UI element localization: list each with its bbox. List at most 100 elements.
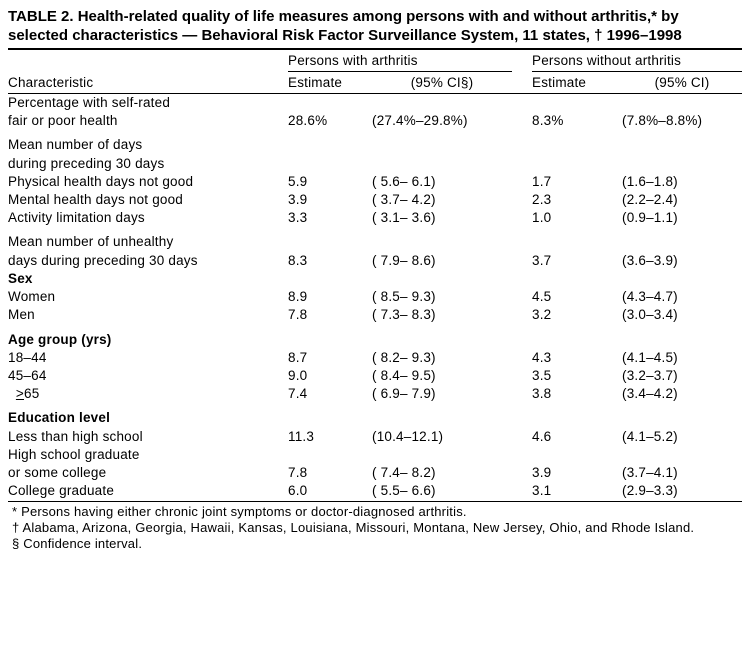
row-label: Men [8,306,288,324]
row-label: 45–64 [8,367,288,385]
table-row: Mean number of unhealthy [8,233,742,251]
cell-est: 3.1 [532,482,622,501]
cell-est: 7.8 [288,464,372,482]
row-label: during preceding 30 days [8,155,288,173]
cell-ci: (2.2–2.4) [622,191,742,209]
table-row: Education level [8,409,742,427]
col-estimate-without: Estimate [532,71,622,93]
cell-est: 3.7 [532,252,622,270]
cell-est: 3.5 [532,367,622,385]
table-row: Men 7.8 ( 7.3– 8.3) 3.2 (3.0–3.4) [8,306,742,324]
cell-est: 2.3 [532,191,622,209]
cell-est: 4.5 [532,288,622,306]
row-label: 18–44 [8,349,288,367]
table-row: Less than high school 11.3 (10.4–12.1) 4… [8,428,742,446]
row-label: High school graduate [8,446,288,464]
table-row: days during preceding 30 days 8.3 ( 7.9–… [8,252,742,270]
row-label: fair or poor health [8,112,288,130]
cell-est: 5.9 [288,173,372,191]
cell-est: 1.0 [532,209,622,227]
cell-ci: ( 7.9– 8.6) [372,252,512,270]
table-row: Mental health days not good 3.9 ( 3.7– 4… [8,191,742,209]
footnote: † Alabama, Arizona, Georgia, Hawaii, Kan… [8,520,741,536]
cell-ci: (10.4–12.1) [372,428,512,446]
table-row: fair or poor health 28.6% (27.4%–29.8%) … [8,112,742,130]
cell-ci: (2.9–3.3) [622,482,742,501]
table-row: Physical health days not good 5.9 ( 5.6–… [8,173,742,191]
table-title: TABLE 2. Health-related quality of life … [8,8,741,46]
cell-ci: ( 7.4– 8.2) [372,464,512,482]
row-label: days during preceding 30 days [8,252,288,270]
table-row: Percentage with self-rated [8,93,742,112]
row-label: Mental health days not good [8,191,288,209]
table-row: Activity limitation days 3.3 ( 3.1– 3.6)… [8,209,742,227]
cell-est: 9.0 [288,367,372,385]
cell-ci: (1.6–1.8) [622,173,742,191]
table-row: 18–44 8.7 ( 8.2– 9.3) 4.3 (4.1–4.5) [8,349,742,367]
cell-ci: (0.9–1.1) [622,209,742,227]
cell-ci: ( 3.7– 4.2) [372,191,512,209]
cell-ci: (3.0–3.4) [622,306,742,324]
row-label: College graduate [8,482,288,501]
cell-ci: ( 8.5– 9.3) [372,288,512,306]
cell-ci: ( 6.9– 7.9) [372,385,512,403]
cell-est: 3.9 [288,191,372,209]
cell-est: 3.2 [532,306,622,324]
cell-est: 8.9 [288,288,372,306]
footnote: * Persons having either chronic joint sy… [8,504,741,520]
cell-ci: (3.7–4.1) [622,464,742,482]
footnote: § Confidence interval. [8,536,741,552]
col-ci-with: (95% CI§) [372,71,512,93]
table-row: 45–64 9.0 ( 8.4– 9.5) 3.5 (3.2–3.7) [8,367,742,385]
cell-ci: (4.3–4.7) [622,288,742,306]
cell-est: 8.3 [288,252,372,270]
table-row: or some college 7.8 ( 7.4– 8.2) 3.9 (3.7… [8,464,742,482]
cell-ci: ( 8.2– 9.3) [372,349,512,367]
col-characteristic: Characteristic [8,71,288,93]
cell-ci: (3.2–3.7) [622,367,742,385]
cell-ci: (27.4%–29.8%) [372,112,512,130]
row-label: or some college [8,464,288,482]
cell-est: 4.6 [532,428,622,446]
row-label: Sex [8,270,288,288]
table-row: High school graduate [8,446,742,464]
cell-est: 6.0 [288,482,372,501]
cell-ci: ( 5.6– 6.1) [372,173,512,191]
col-group-with: Persons with arthritis [288,49,512,72]
row-label: Activity limitation days [8,209,288,227]
footnotes: * Persons having either chronic joint sy… [8,504,741,553]
cell-ci: (3.6–3.9) [622,252,742,270]
cell-est: 7.8 [288,306,372,324]
cell-ci: ( 3.1– 3.6) [372,209,512,227]
data-table: Persons with arthritis Persons without a… [8,48,742,502]
cell-est: 8.3% [532,112,622,130]
table-row: Age group (yrs) [8,331,742,349]
row-label: Percentage with self-rated [8,93,288,112]
table-row: during preceding 30 days [8,155,742,173]
cell-est: 4.3 [532,349,622,367]
row-label: Physical health days not good [8,173,288,191]
cell-est: 3.3 [288,209,372,227]
table-row: >65 7.4 ( 6.9– 7.9) 3.8 (3.4–4.2) [8,385,742,403]
cell-est: 7.4 [288,385,372,403]
row-label: Mean number of unhealthy [8,233,288,251]
cell-est: 8.7 [288,349,372,367]
table-row: College graduate 6.0 ( 5.5– 6.6) 3.1 (2.… [8,482,742,501]
row-label: Women [8,288,288,306]
cell-ci: (3.4–4.2) [622,385,742,403]
cell-ci: (4.1–5.2) [622,428,742,446]
col-group-without: Persons without arthritis [532,49,742,72]
cell-ci: ( 5.5– 6.6) [372,482,512,501]
cell-est: 11.3 [288,428,372,446]
cell-est: 28.6% [288,112,372,130]
row-label: Age group (yrs) [8,331,288,349]
table-row: Mean number of days [8,136,742,154]
cell-ci: ( 8.4– 9.5) [372,367,512,385]
table-row: Sex [8,270,742,288]
cell-est: 3.9 [532,464,622,482]
row-label: Mean number of days [8,136,288,154]
row-label: Less than high school [8,428,288,446]
cell-ci: (4.1–4.5) [622,349,742,367]
cell-ci: (7.8%–8.8%) [622,112,742,130]
table-row: Women 8.9 ( 8.5– 9.3) 4.5 (4.3–4.7) [8,288,742,306]
